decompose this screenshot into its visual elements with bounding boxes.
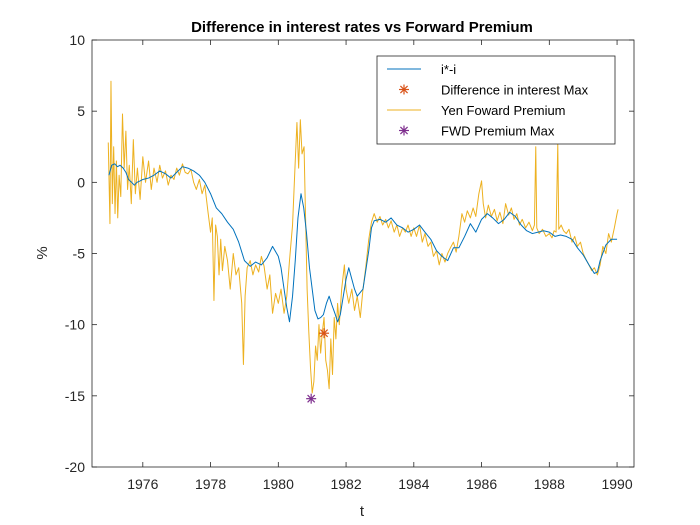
y-tick-label: -20 [65,459,85,475]
marker-interest-max [319,328,330,339]
series-line-forward-premium [107,80,619,394]
legend-marker-swatch [399,84,409,95]
x-axis-label: t [360,503,365,520]
legend-label: i*-i [441,62,456,77]
chart-title: Difference in interest rates vs Forward … [191,19,533,36]
y-tick-label: -15 [65,388,85,404]
y-tick-label: 0 [77,174,85,190]
legend-marker-swatch-d2 [399,126,409,135]
y-tick-label: -5 [73,246,86,262]
x-tick-label: 1976 [127,476,158,492]
marker-fwd-premium-max-d2 [307,394,316,403]
x-tick-label: 1988 [534,476,565,492]
x-tick-label: 1978 [195,476,226,492]
legend-label: Yen Foward Premium [441,103,566,118]
legend-marker-swatch [399,125,409,136]
legend-marker-swatch-d2 [399,85,409,94]
series-line-interest-diff [108,163,618,323]
legend-label: FWD Premium Max [441,124,555,139]
marker-interest-max-d2 [320,329,329,338]
y-tick-label: -10 [65,317,85,333]
marker-fwd-premium-max [306,393,317,404]
x-tick-label: 1982 [330,476,361,492]
x-tick-label: 1984 [398,476,429,492]
x-tick-label: 1986 [466,476,497,492]
legend: i*-i Difference in interest Max Yen Foward… [376,55,616,145]
legend-box [376,55,616,145]
y-tick-label: 5 [77,103,85,119]
y-axis-label: % [34,246,51,259]
y-tick-label: 10 [69,32,85,48]
x-tick-label: 1980 [263,476,294,492]
x-tick-label: 1990 [601,476,632,492]
legend-label: Difference in interest Max [441,83,589,98]
